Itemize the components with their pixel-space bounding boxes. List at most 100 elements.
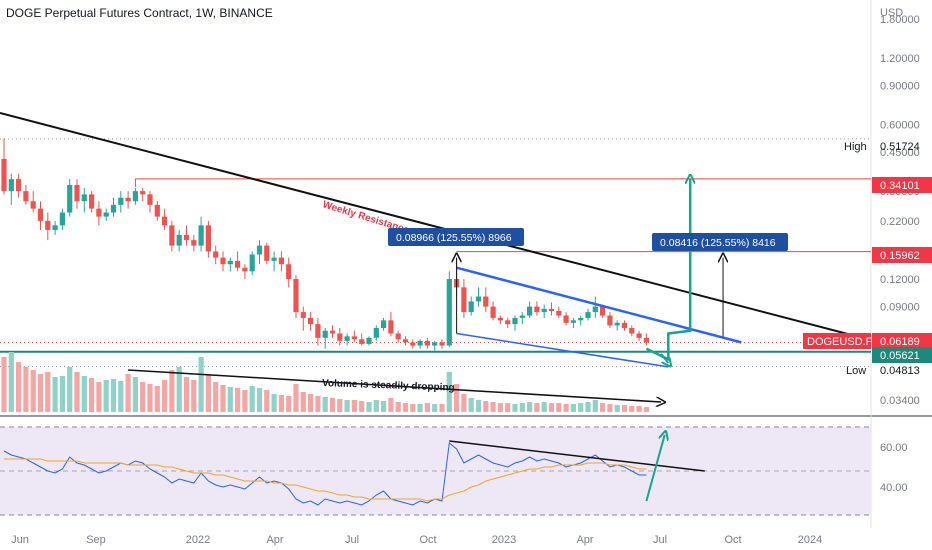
candle-body [140,191,146,195]
candle-body [329,330,336,334]
volume-bar [541,402,547,412]
volume-bar [213,382,219,412]
candle-body [52,225,58,231]
candle-body [132,191,138,202]
volume-bar [614,405,620,412]
volume-bar [446,372,452,412]
price-tick-label: 0.90000 [880,81,920,93]
candle-body [519,315,525,318]
resistance-2-value: 0.15962 [880,250,920,262]
support-value: 0.05621 [880,350,920,362]
candle-body [373,328,379,338]
candle-body [37,208,44,221]
volume-bar [110,379,117,412]
high-label: High [844,141,867,153]
candle-body [249,254,255,272]
volume-bar [286,396,292,412]
candle-body [213,251,219,258]
candle-body [45,220,51,231]
rsi-trendline [449,440,705,472]
last-price-badge [872,333,932,349]
volume-bar [570,404,576,412]
time-tick-label: Oct [419,534,436,546]
volume-bar [424,403,430,412]
currency-label: USD [880,7,903,19]
candle-body [592,306,598,313]
price-tick-label: 0.09000 [880,302,920,314]
candle-body [154,204,160,217]
candle-body [8,179,14,192]
candle-body [548,308,555,311]
volume-bar [381,401,387,412]
time-tick-label: 2024 [798,534,822,546]
volume-bar [388,398,394,412]
wedge-upper-line [456,266,742,344]
support-badge [872,347,932,363]
volume-bar [505,403,511,412]
volume-bar [497,403,503,412]
candle-body [96,208,102,217]
measure-2-box [652,233,788,251]
volume-bar [293,384,299,412]
volume-bar [256,388,263,412]
volume-bar [169,370,175,412]
candle-body [1,158,7,192]
volume-bar [81,376,87,412]
volume-bar [373,400,379,412]
candle-body [541,308,547,313]
volume-trend-arrow [128,369,661,402]
volume-bar [410,404,416,412]
volume-bar [461,394,467,412]
candle-body [169,225,175,246]
candle-body [271,257,277,261]
descending-trendline [0,112,881,344]
time-tick-label: Jul [345,534,359,546]
volume-bar [519,403,525,412]
volume-bar [37,374,44,412]
candle-body [205,225,211,252]
price-tick-label: 0.22000 [880,216,920,228]
volume-bar [183,377,190,412]
volume-note: Volume is steadily dropping [322,378,455,394]
time-tick-label: 2023 [492,534,516,546]
low-value: 0.04813 [880,365,920,377]
volume-bar [366,402,372,412]
candle-body [256,245,263,255]
volume-bar [278,395,284,412]
volume-bar [417,404,423,412]
volume-bar [322,397,328,412]
candle-body [16,179,22,192]
candle-body [439,342,445,346]
volume-bar [490,402,496,412]
candle-body [461,287,467,313]
volume-bar [147,384,153,412]
candle-body [278,257,284,265]
candle-body [322,330,328,338]
volume-bar [629,406,635,412]
volume-bar [600,403,606,412]
price-tick-label: 0.60000 [880,120,920,132]
volume-bar [235,388,241,412]
time-tick-label: Apr [266,534,283,546]
candle-body [81,194,87,202]
volume-bar [454,384,460,412]
candle-body [264,245,270,261]
price-tick-label: 0.03400 [880,395,920,407]
candle-body [402,339,409,343]
dip-arrow [660,353,668,363]
candle-body [475,296,482,302]
volume-bar [242,390,248,412]
time-tick-label: Oct [724,534,741,546]
volume-bar [1,357,7,412]
candle-body [74,184,80,202]
candle-body [315,324,321,338]
volume-bar [198,357,204,412]
candle-body [578,317,584,321]
candle-body [235,260,241,268]
candle-body [147,194,153,205]
candle-body [118,197,124,205]
volume-bar [337,399,343,412]
last-price-value: 0.06189 [880,336,920,348]
resistance-1-value: 0.34101 [880,180,920,192]
